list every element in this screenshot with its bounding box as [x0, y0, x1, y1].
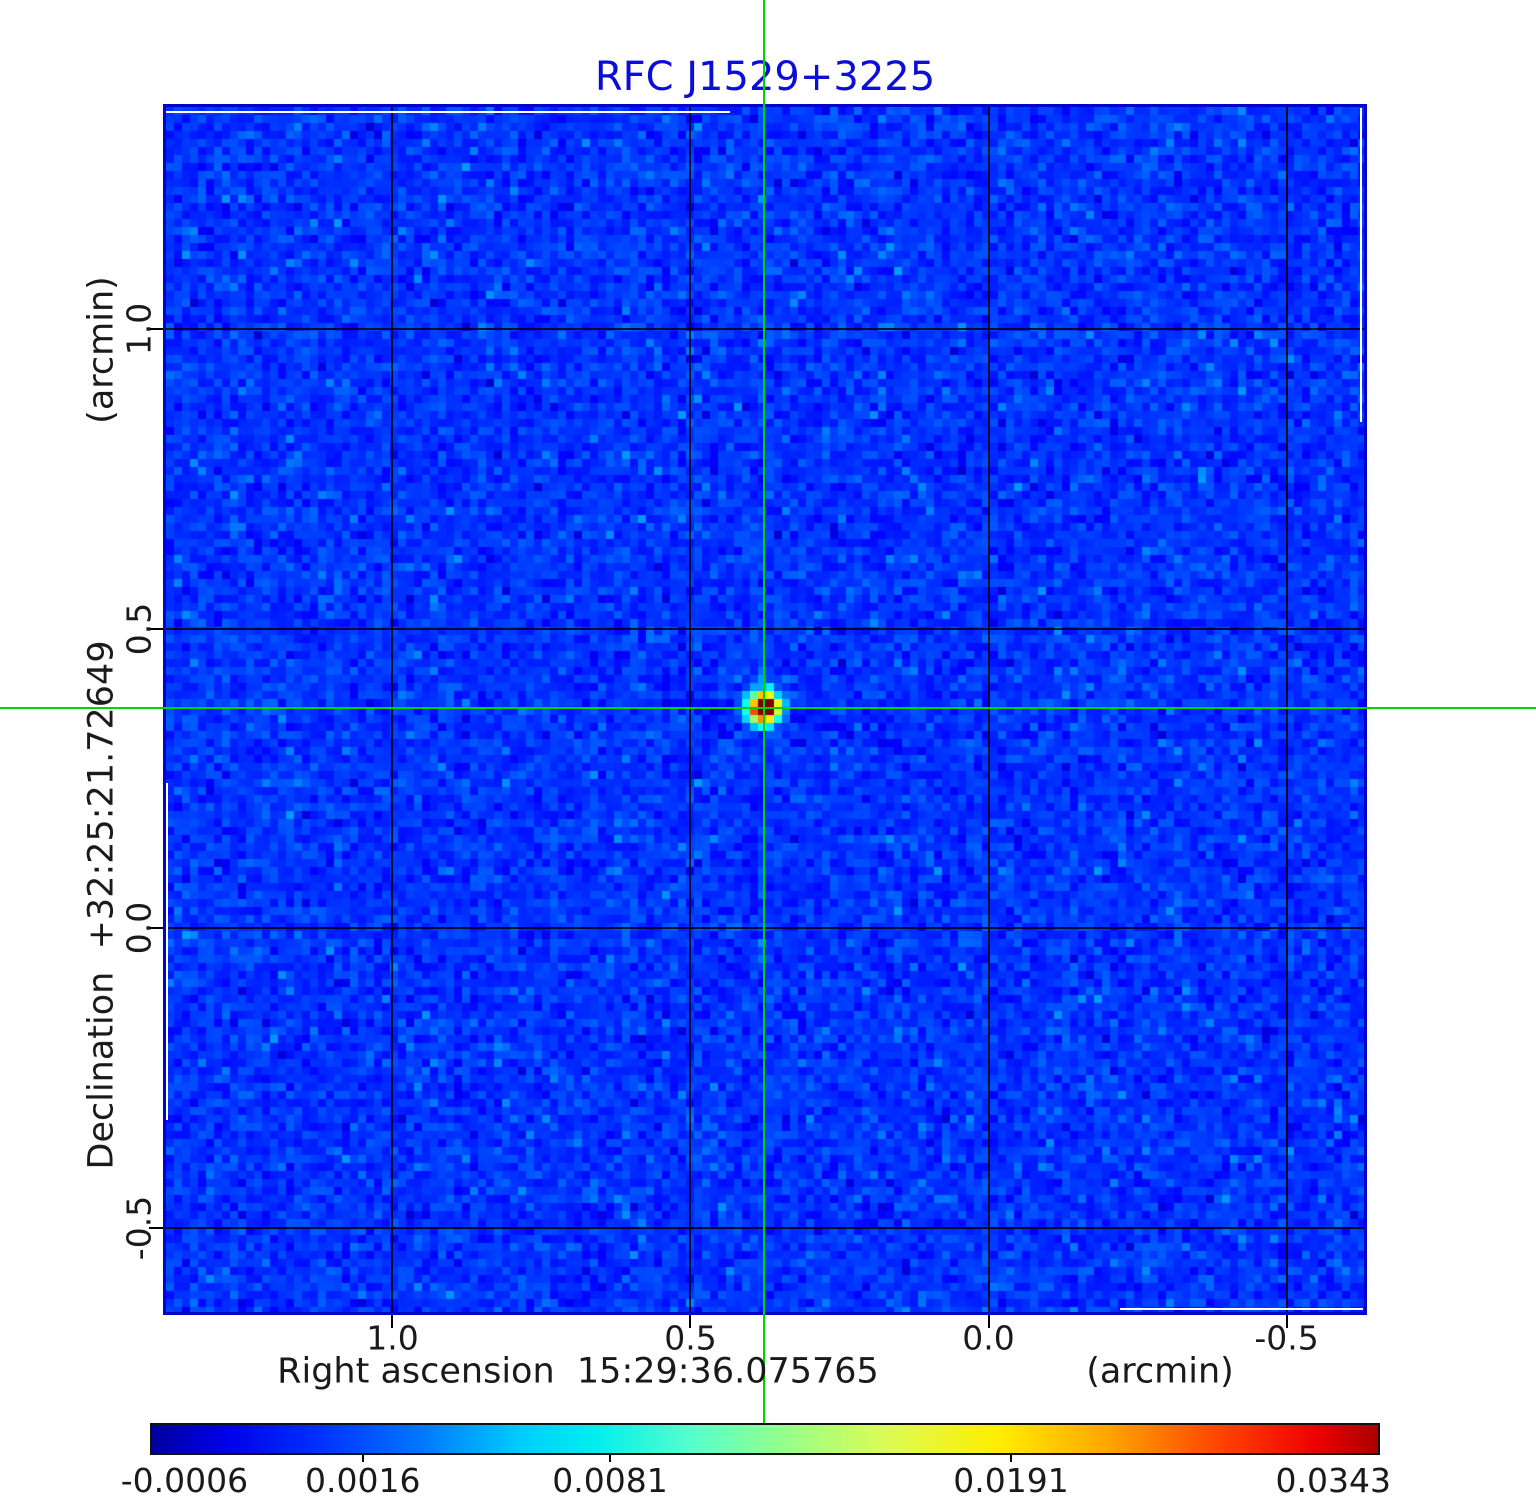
crosshair-vertical-line — [763, 0, 766, 1423]
y-tick — [149, 927, 163, 930]
x-tick — [391, 1315, 394, 1328]
colorbar-tick — [361, 1455, 364, 1462]
x-tick-label: 1.0 — [366, 1318, 419, 1358]
colorbar-tick-label: 0.0016 — [305, 1461, 421, 1500]
y-tick — [149, 1227, 163, 1230]
colorbar-tick-label: 0.0343 — [1275, 1461, 1391, 1500]
x-tick-label: 0.5 — [664, 1318, 717, 1358]
y-tick-label: 0.5 — [119, 602, 159, 655]
x-gridline — [689, 107, 692, 1312]
x-axis-label: Right ascension 15:29:36.075765 — [277, 1351, 879, 1392]
y-tick-label: 1.0 — [119, 302, 159, 356]
y-tick-label: 0.0 — [119, 902, 159, 955]
y-tick — [149, 627, 163, 630]
x-gridline — [987, 107, 990, 1312]
x-tick-label: 0.0 — [962, 1318, 1015, 1358]
crosshair-horizontal-line — [0, 706, 1536, 709]
artifact-right-edge-line — [1360, 108, 1362, 422]
x-tick — [1285, 1315, 1288, 1328]
y-axis-unit-label: (arcmin) — [81, 276, 122, 424]
artifact-top-left-line — [166, 111, 730, 113]
artifact-bottom-right-line — [1120, 1308, 1363, 1310]
x-axis-unit-label: (arcmin) — [1086, 1351, 1234, 1392]
x-tick-label: -0.5 — [1254, 1318, 1319, 1358]
x-gridline — [1285, 107, 1288, 1312]
figure-title: RFC J1529+3225 — [594, 54, 936, 100]
y-axis-label: Declination +32:25:21.72649 — [81, 640, 122, 1170]
colorbar — [150, 1423, 1380, 1455]
colorbar-tick-label: 0.0081 — [552, 1461, 668, 1500]
colorbar-tick — [609, 1455, 612, 1462]
y-tick — [149, 327, 163, 330]
colorbar-tick-label: 0.0191 — [953, 1461, 1069, 1500]
colorbar-tick-label: -0.0006 — [120, 1461, 249, 1500]
colorbar-tick — [1010, 1455, 1012, 1462]
x-gridline — [391, 107, 394, 1312]
x-tick — [689, 1315, 692, 1328]
y-tick-label: -0.5 — [119, 1195, 159, 1261]
artifact-left-edge-line — [166, 783, 168, 1120]
x-tick — [987, 1315, 990, 1328]
